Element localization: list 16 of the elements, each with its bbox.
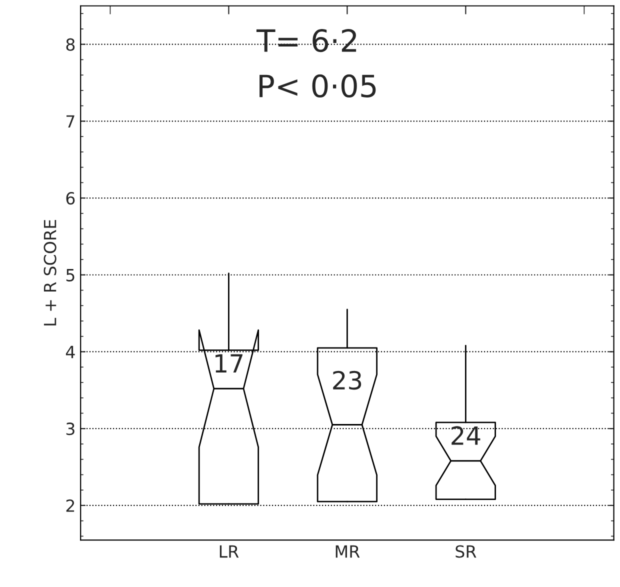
y-axis-title: L + R SCORE <box>44 220 56 326</box>
x-tick-label: LR <box>220 545 239 558</box>
y-tick-label: 5 <box>66 269 74 282</box>
y-tick-label: 8 <box>66 38 75 51</box>
annotation: 24 <box>452 426 480 445</box>
y-tick-label: 6 <box>66 192 75 205</box>
y-tick-label: 4 <box>66 346 75 358</box>
x-tick-label: SR <box>456 545 476 558</box>
y-tick-label: 2 <box>66 499 74 512</box>
annotation: T= 6·2 <box>256 29 356 52</box>
annotation: P< 0·05 <box>260 74 376 98</box>
y-tick-label: 7 <box>66 115 74 128</box>
x-tick-label: MR <box>336 545 360 558</box>
annotation: 17 <box>216 354 242 372</box>
annotation: 23 <box>333 370 362 390</box>
y-tick-label: 3 <box>66 422 74 436</box>
